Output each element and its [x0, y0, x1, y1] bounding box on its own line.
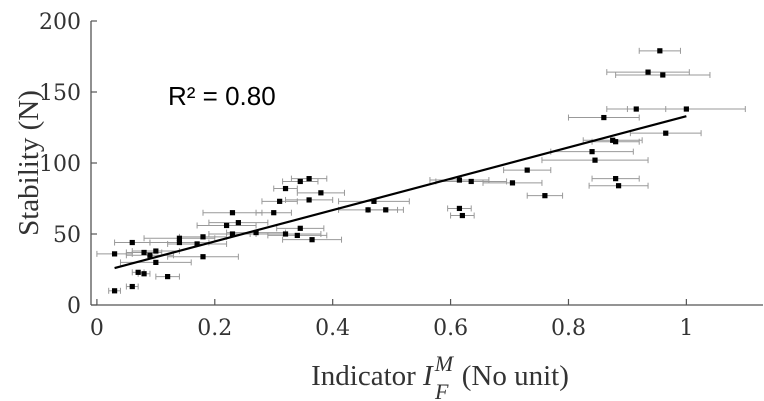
data-point — [153, 259, 159, 265]
data-point — [613, 139, 619, 145]
data-point — [509, 180, 516, 186]
data-point — [456, 177, 463, 183]
x-tick-label: 0.8 — [551, 316, 586, 341]
data-point — [309, 237, 315, 243]
data-point — [194, 241, 200, 247]
data-point — [660, 72, 666, 78]
x-ticks: 0 0.2 0.4 0.6 0.8 1 — [90, 299, 693, 341]
x-tick-label: 0 — [90, 316, 104, 341]
data-point — [271, 210, 277, 216]
data-point — [601, 114, 607, 121]
x-axis-label-subscript: F — [434, 379, 449, 401]
x-axis-label-symbol: I — [422, 360, 434, 392]
data-point — [282, 185, 289, 192]
x-axis-label-prefix: Indicator — [311, 360, 423, 392]
data-point — [153, 248, 159, 254]
x-tick-label: 1 — [679, 316, 693, 341]
data-point — [613, 176, 619, 182]
data-point — [459, 212, 465, 219]
data-point — [165, 274, 171, 280]
y-tick-label: 100 — [39, 152, 81, 177]
data-point — [365, 207, 371, 213]
data-point — [297, 225, 303, 231]
data-point — [633, 106, 639, 112]
y-ticks: 0 50 100 150 200 — [39, 10, 97, 319]
r-squared-annotation: R² = 0.80 — [168, 81, 276, 111]
data-point — [383, 207, 389, 213]
data-point — [645, 69, 651, 75]
data-point — [282, 231, 289, 237]
data-point — [592, 157, 598, 163]
x-axis-label: Indicator IM F (No unit) — [311, 351, 569, 401]
data-point — [223, 222, 230, 229]
y-axis-label: Stability (N) — [13, 90, 45, 236]
data-point — [456, 205, 463, 212]
data-point — [657, 48, 663, 54]
data-point — [524, 167, 530, 173]
regression-line — [114, 115, 687, 270]
data-point — [111, 288, 118, 294]
data-point — [235, 220, 241, 226]
data-point — [294, 232, 300, 239]
data-point — [253, 229, 259, 236]
data-points — [111, 48, 689, 294]
data-point — [615, 183, 622, 189]
data-point — [663, 130, 669, 136]
data-point — [542, 193, 548, 199]
data-point — [147, 252, 153, 258]
data-point — [129, 283, 135, 290]
axes — [90, 21, 763, 306]
data-point — [306, 197, 312, 203]
data-point — [683, 106, 689, 112]
data-point — [229, 210, 236, 216]
data-point — [111, 251, 118, 257]
data-point — [141, 249, 147, 256]
y-tick-label: 150 — [39, 81, 81, 106]
x-tick-label: 0.4 — [315, 316, 350, 341]
data-point — [129, 239, 135, 246]
data-point — [277, 198, 283, 204]
x-tick-label: 0.2 — [197, 316, 232, 341]
y-tick-label: 50 — [53, 223, 81, 248]
data-point — [468, 178, 474, 185]
data-point — [200, 254, 206, 260]
data-point — [176, 235, 183, 241]
data-point — [176, 239, 183, 246]
data-point — [297, 178, 303, 185]
data-point — [371, 198, 377, 204]
x-tick-label: 0.6 — [433, 316, 468, 341]
data-point — [306, 176, 312, 182]
data-point — [141, 271, 147, 277]
data-point — [229, 231, 236, 237]
data-point — [610, 137, 616, 143]
data-point — [135, 269, 141, 275]
y-tick-label: 0 — [67, 294, 81, 319]
data-point — [318, 190, 324, 196]
data-point — [589, 149, 595, 155]
x-axis-label-suffix: (No unit) — [455, 360, 569, 392]
y-tick-label: 200 — [39, 10, 81, 35]
data-point — [200, 234, 206, 240]
x-axis-label-superscript: M — [434, 351, 455, 376]
